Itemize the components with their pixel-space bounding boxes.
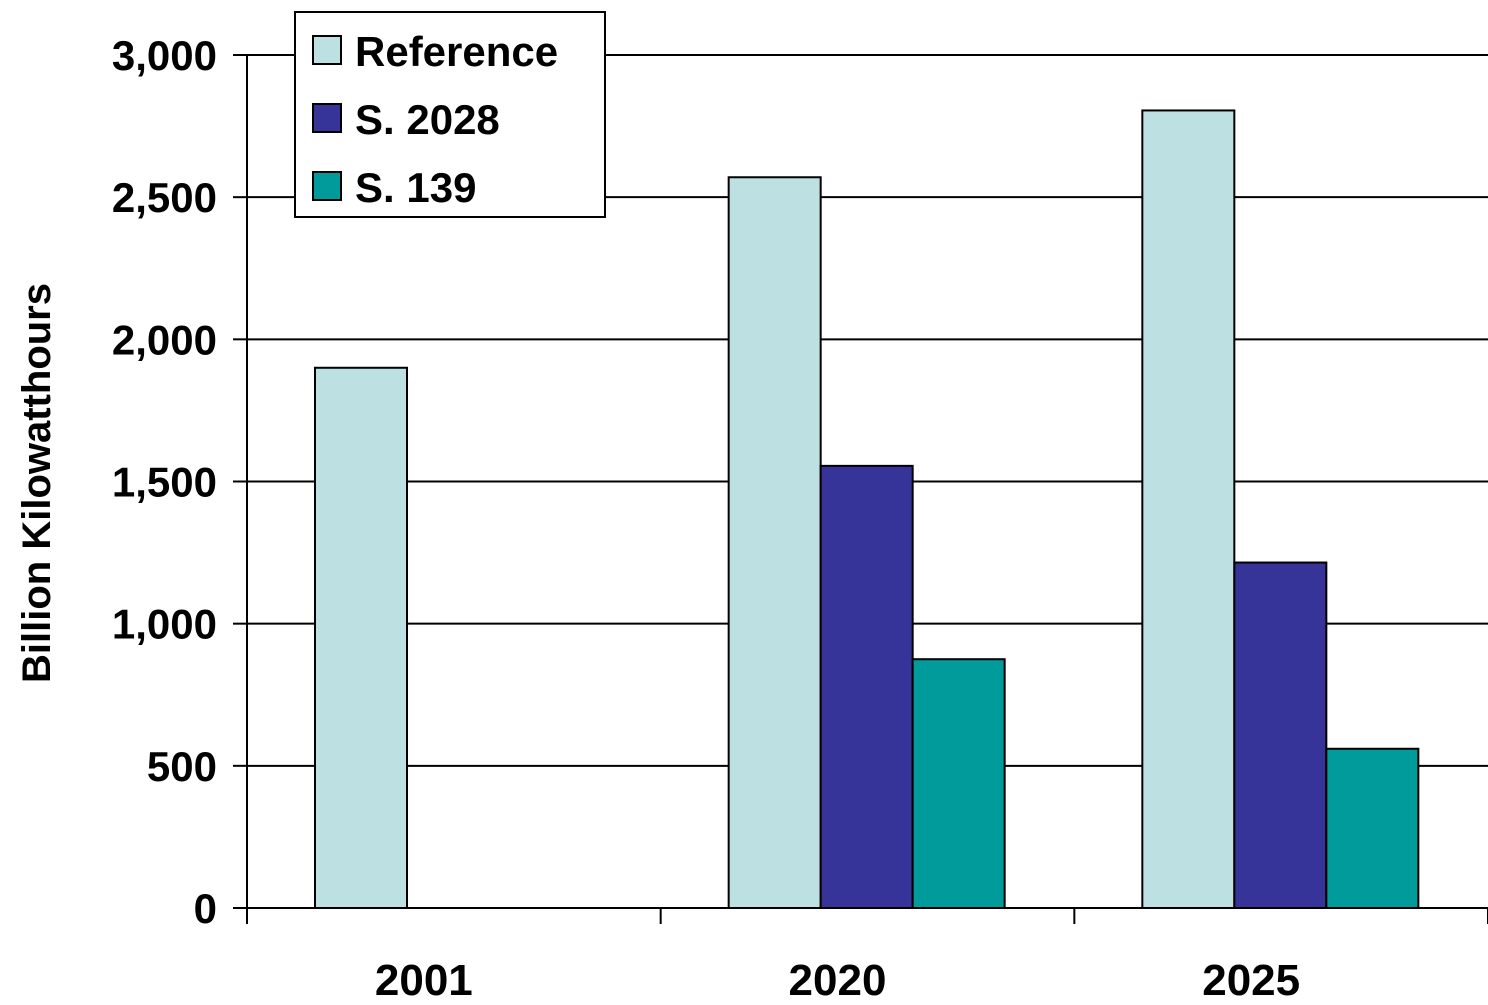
y-axis-label: Billion Kilowatthours [15, 283, 59, 683]
bar-s-2028-2020 [819, 464, 914, 909]
x-tick-label: 2020 [789, 956, 887, 1000]
y-tick-label: 3,000 [112, 32, 217, 79]
tick-labels: 0 500 1,000 1,500 2,000 2,500 3,000 2001 2020 202… [112, 32, 1300, 1005]
bar-s-2028-2025 [1233, 561, 1328, 909]
legend-box [294, 11, 606, 218]
y-tick-label: 2,000 [112, 316, 217, 363]
legend-swatch [312, 103, 342, 133]
bar-reference-2020 [727, 176, 822, 910]
legend-swatch [312, 171, 342, 201]
axes [233, 54, 1488, 924]
bar-s-139-2025 [1325, 747, 1420, 909]
bar-s-139-2020 [911, 658, 1006, 909]
bar-reference-2001 [314, 366, 408, 909]
legend-label: S. 2028 [355, 96, 500, 143]
x-tick-label: 2025 [1202, 956, 1300, 1000]
y-tick-label: 1,500 [112, 459, 217, 506]
legend-label: Reference [355, 28, 558, 75]
x-tick-label: 2001 [375, 956, 473, 1000]
y-tick-label: 0 [194, 885, 217, 932]
y-tick-label: 1,000 [112, 601, 217, 648]
legend: Reference S. 2028 S. 139 [294, 11, 606, 218]
legend-label: S. 139 [355, 164, 476, 211]
bars [314, 109, 1420, 910]
y-tick-label: 500 [147, 743, 217, 790]
y-tick-label: 2,500 [112, 174, 217, 221]
legend-swatch [312, 35, 342, 65]
bar-reference-2025 [1141, 109, 1236, 909]
